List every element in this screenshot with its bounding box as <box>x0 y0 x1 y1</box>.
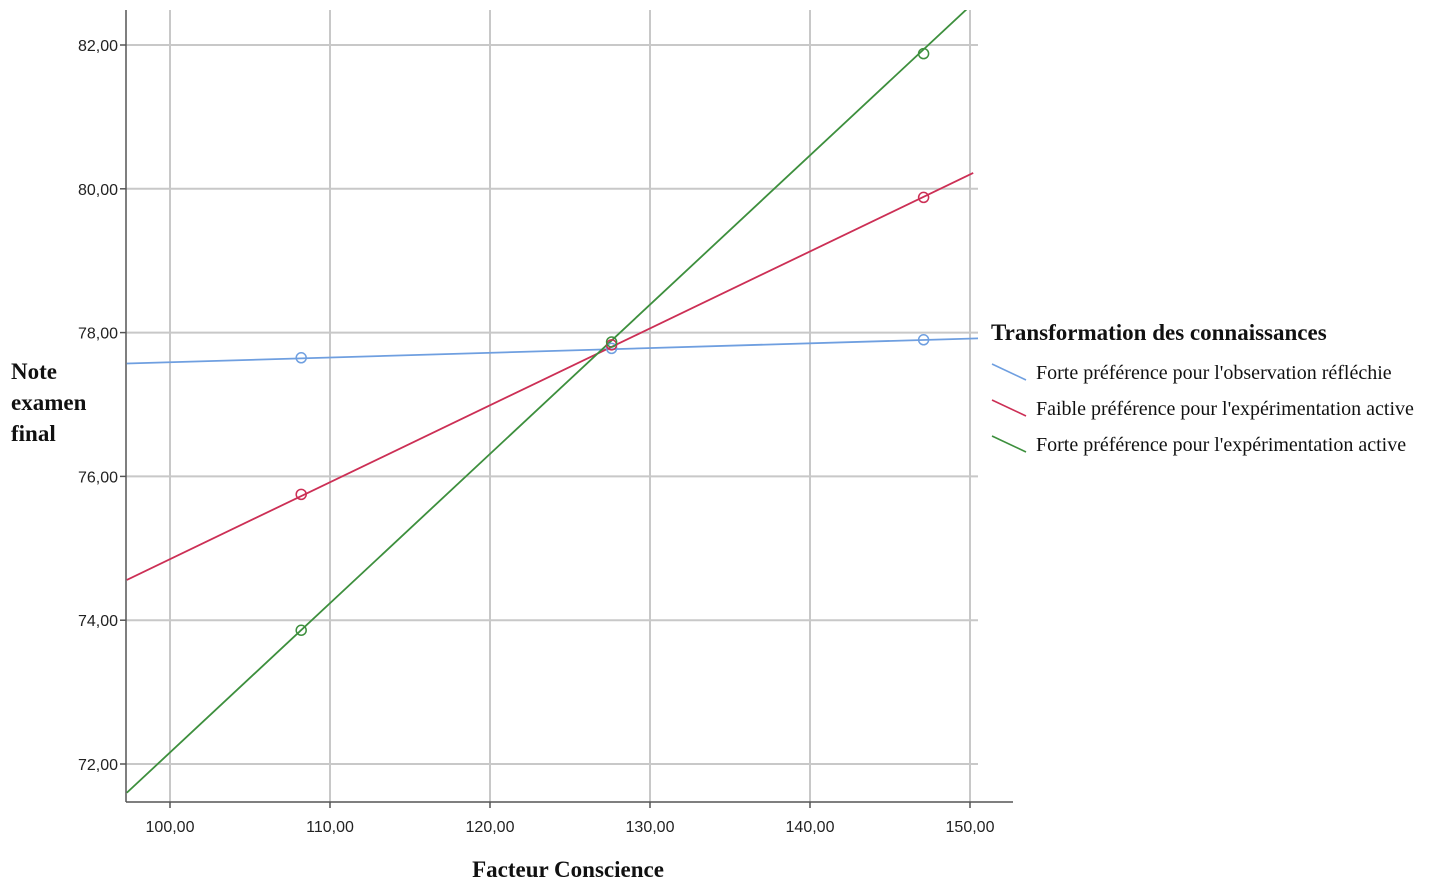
legend-label-0: Forte préférence pour l'observation réfl… <box>1036 362 1392 384</box>
y-tick-label-5: 82,00 <box>78 38 118 55</box>
series-2-point-1 <box>605 336 618 348</box>
grid <box>126 10 978 802</box>
legend-swatch-2 <box>991 435 1027 453</box>
x-tick-label-5: 150,00 <box>946 819 995 836</box>
y-tick-label-0: 72,00 <box>78 757 118 774</box>
axes <box>120 10 1013 808</box>
series-2-point-0 <box>295 624 307 637</box>
tick-labels: 100,00 110,00 120,00 130,00 140,00 150,00 72,0… <box>78 38 995 836</box>
y-tick-label-4: 80,00 <box>78 182 118 199</box>
series-1-point-0 <box>295 488 307 501</box>
legend-label-2: Forte préférence pour l'expérimentation … <box>1036 434 1406 456</box>
x-tick-label-4: 140,00 <box>786 819 835 836</box>
legend-swatch-0 <box>991 363 1027 381</box>
series-0-point-2 <box>917 334 930 346</box>
x-tick-label-2: 120,00 <box>466 819 515 836</box>
y-tick-label-1: 74,00 <box>78 613 118 630</box>
series-markers <box>295 47 930 637</box>
x-tick-label-0: 100,00 <box>146 819 195 836</box>
series-0-point-0 <box>295 352 307 364</box>
series-line-0 <box>126 337 978 365</box>
x-tick-label-1: 110,00 <box>306 819 354 836</box>
y-tick-label-2: 76,00 <box>78 469 118 486</box>
legend-title: Transformation des connaissances <box>991 320 1327 345</box>
y-axis-title-line-2: examen <box>11 390 87 415</box>
series-2-point-2 <box>917 47 930 60</box>
series-0-point-1 <box>605 342 618 355</box>
series-1-point-2 <box>917 191 930 204</box>
y-axis-title-line-1: Note <box>11 359 57 384</box>
series-line-1 <box>126 172 974 581</box>
legend-swatch-1 <box>991 399 1027 417</box>
legend: Transformation des connaissances Forte p… <box>991 320 1414 456</box>
series-lines <box>126 10 978 794</box>
legend-label-1: Faible préférence pour l'expérimentation… <box>1036 398 1414 420</box>
series-line-2 <box>126 10 968 794</box>
y-tick-label-3: 78,00 <box>78 326 118 343</box>
x-axis-title: Facteur Conscience <box>472 857 664 882</box>
y-axis-title-line-3: final <box>11 421 56 446</box>
series-1-point-1 <box>605 339 618 351</box>
x-tick-label-3: 130,00 <box>626 819 675 836</box>
